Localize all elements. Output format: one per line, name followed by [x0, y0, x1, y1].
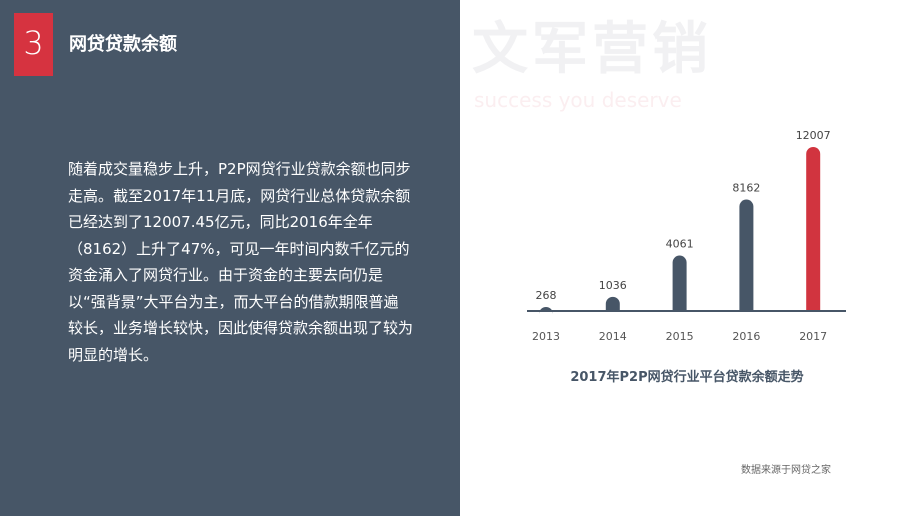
- body-paragraph: 随着成交量稳步上升，P2P网贷行业贷款余额也同步走高。截至2017年11月底，网…: [68, 160, 414, 364]
- bar-2016: [739, 199, 754, 311]
- chart-title: 2017年P2P网贷行业平台贷款余额走势: [570, 370, 804, 385]
- x-tick-label-2016: 2016: [732, 330, 760, 343]
- bar-2017: [806, 147, 821, 311]
- data-label-2013: 268: [536, 289, 557, 302]
- data-label-2017: 12007: [796, 129, 831, 142]
- bar-2015: [672, 255, 687, 311]
- data-label-2014: 1036: [599, 279, 627, 292]
- bar-2014: [605, 296, 620, 311]
- watermark-slogan: success you deserve: [474, 88, 682, 112]
- section-number-badge: 3: [14, 13, 53, 76]
- watermark-logo: 文军营销: [472, 17, 712, 82]
- x-tick-label-2015: 2015: [666, 330, 694, 343]
- x-tick-label-2013: 2013: [532, 330, 560, 343]
- data-label-2016: 8162: [732, 182, 760, 195]
- x-tick-label-2017: 2017: [799, 330, 827, 343]
- data-source-note: 数据来源于网贷之家: [741, 465, 831, 476]
- x-tick-label-2014: 2014: [599, 330, 627, 343]
- section-title: 网贷贷款余额: [69, 34, 177, 55]
- left-panel: [0, 0, 460, 516]
- data-label-2015: 4061: [666, 238, 694, 251]
